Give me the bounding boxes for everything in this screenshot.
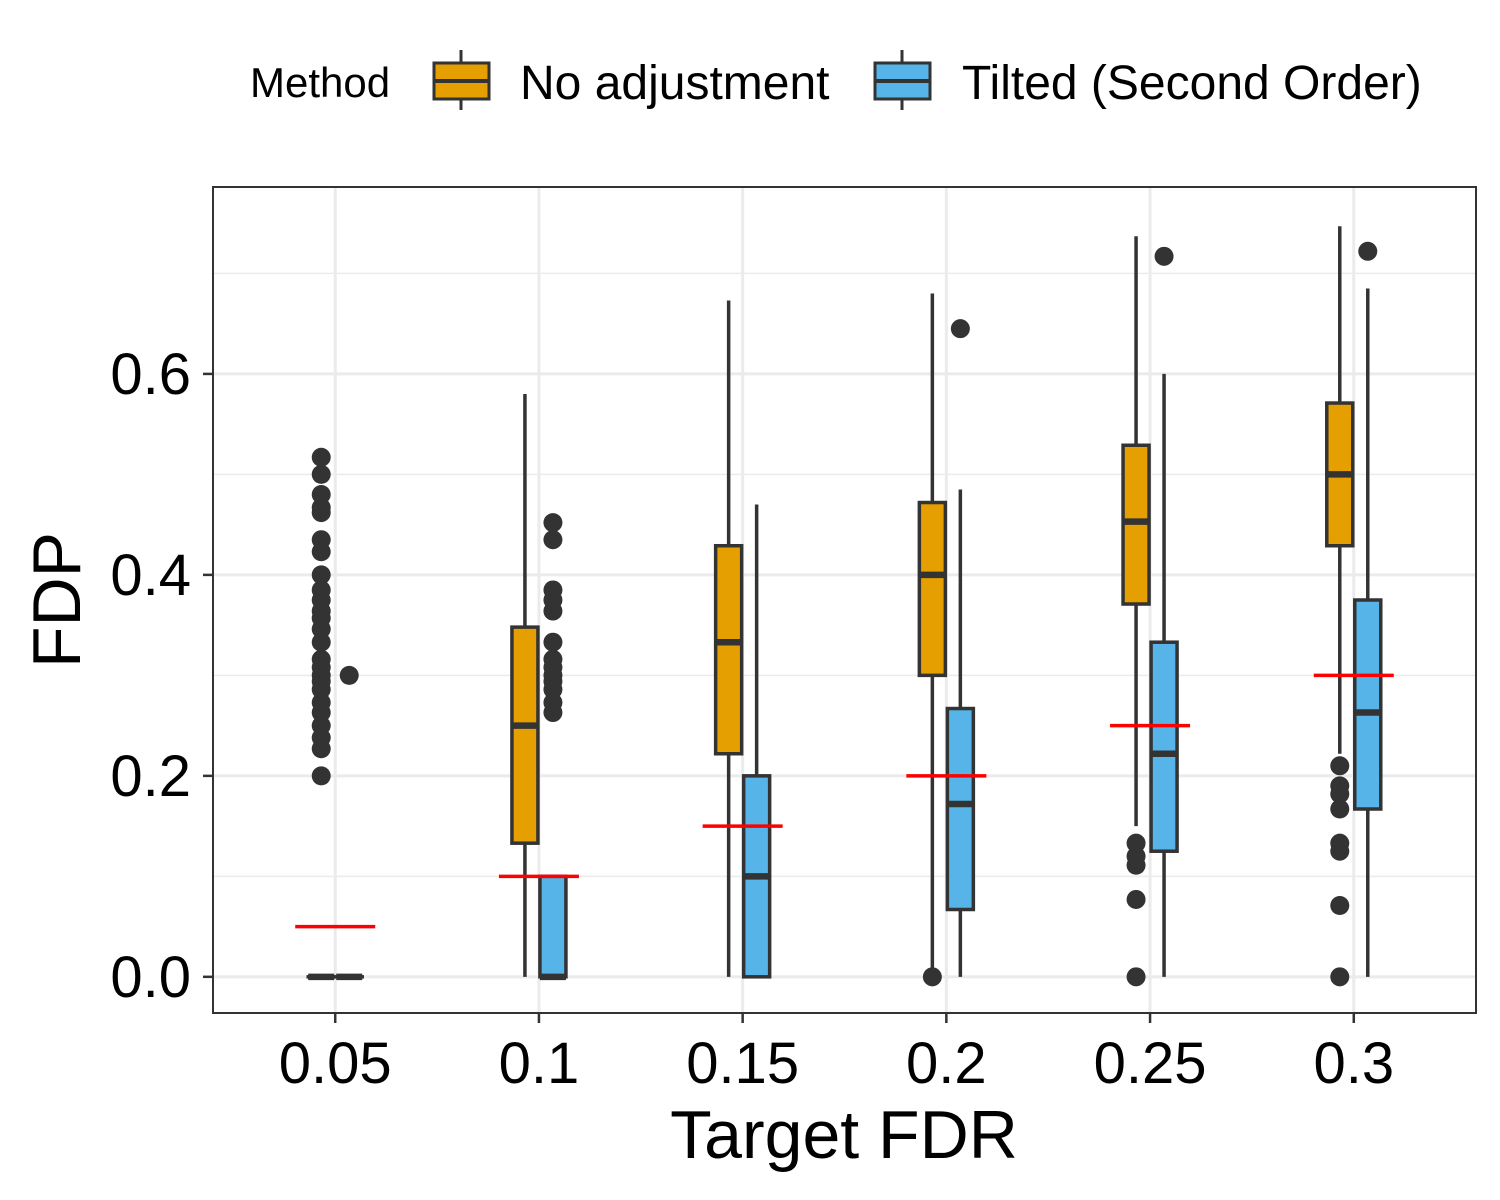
outlier-point — [543, 580, 563, 600]
outlier-point — [543, 649, 563, 669]
outlier-point — [311, 530, 331, 550]
legend: Method No adjustment Tilted (Second Orde… — [250, 50, 1422, 110]
outlier-point — [339, 665, 359, 685]
y-tick-label: 0.2 — [110, 744, 191, 809]
x-tick-label: 0.2 — [906, 1031, 987, 1096]
outlier-point — [311, 484, 331, 504]
outlier-point — [950, 319, 970, 339]
box-body — [1353, 598, 1383, 811]
box-tilted-0.1 — [538, 513, 568, 981]
outlier-point — [311, 447, 331, 467]
outlier-point — [1126, 846, 1146, 866]
legend-label-tilted: Tilted (Second Order) — [962, 57, 1422, 110]
box-body — [538, 874, 568, 979]
x-tick-label: 0.15 — [686, 1031, 799, 1096]
outlier-point — [311, 580, 331, 600]
x-tick-label: 0.25 — [1094, 1031, 1207, 1096]
legend-key-no-adjustment — [432, 50, 491, 110]
outlier-point — [1330, 776, 1350, 796]
outlier-point — [1330, 895, 1350, 915]
box-tilted-0.15 — [741, 504, 772, 979]
box-body — [510, 625, 540, 845]
y-axis: 0.0 0.2 0.4 0.6 — [110, 342, 213, 1010]
outlier-point — [543, 632, 563, 652]
outlier-point — [311, 464, 331, 484]
legend-title: Method — [250, 59, 390, 106]
box-no-adjustment-0.25 — [1121, 236, 1151, 987]
x-tick-label: 0.3 — [1313, 1031, 1394, 1096]
outlier-point — [543, 530, 563, 550]
box-plots — [306, 226, 1383, 987]
outlier-point — [311, 632, 331, 652]
box-body — [1149, 640, 1179, 853]
box-no-adjustment-0.15 — [713, 300, 744, 977]
box-no-adjustment-0.1 — [510, 394, 540, 977]
outlier-point — [1126, 889, 1146, 909]
x-axis: 0.05 0.1 0.15 0.2 0.25 0.3 — [279, 1013, 1394, 1096]
y-tick-label: 0.6 — [110, 342, 191, 407]
grid-minor — [213, 272, 1476, 878]
box-body — [917, 500, 948, 678]
x-axis-title: Target FDR — [670, 1097, 1018, 1173]
y-axis-title: FDP — [19, 532, 95, 668]
outlier-point — [311, 766, 331, 786]
outlier-point — [1330, 967, 1350, 987]
box-no-adjustment-0.2 — [917, 293, 948, 987]
outlier-point — [1126, 833, 1146, 853]
outlier-point — [311, 649, 331, 669]
outlier-point — [543, 513, 563, 533]
plot-panel-border — [212, 186, 1477, 1014]
outlier-point — [311, 716, 331, 736]
outlier-point — [311, 498, 331, 518]
legend-label-no-adjustment: No adjustment — [520, 57, 830, 110]
outlier-point — [311, 692, 331, 712]
box-tilted-0.3 — [1353, 241, 1383, 977]
x-tick-label: 0.05 — [279, 1031, 392, 1096]
box-tilted-0.25 — [1149, 246, 1179, 977]
outlier-point — [1358, 241, 1378, 261]
outlier-point — [1330, 799, 1350, 819]
outlier-point — [1126, 967, 1146, 987]
outlier-point — [922, 967, 942, 987]
target-fdr-lines — [295, 673, 1394, 929]
outlier-point — [311, 565, 331, 585]
plot-panel-background — [213, 187, 1476, 1013]
outlier-point — [1154, 246, 1174, 266]
box-tilted-0.05 — [334, 665, 364, 981]
outlier-point — [543, 692, 563, 712]
y-tick-label: 0.0 — [110, 945, 191, 1010]
box-tilted-0.2 — [945, 319, 976, 977]
legend-key-tilted — [873, 50, 932, 110]
box-body — [713, 543, 744, 756]
box-no-adjustment-0.05 — [306, 447, 336, 981]
y-tick-label: 0.4 — [110, 543, 191, 608]
x-tick-label: 0.1 — [499, 1031, 580, 1096]
box-body — [945, 706, 976, 912]
box-no-adjustment-0.3 — [1325, 226, 1355, 987]
outlier-point — [1330, 756, 1350, 776]
outlier-point — [1330, 833, 1350, 853]
